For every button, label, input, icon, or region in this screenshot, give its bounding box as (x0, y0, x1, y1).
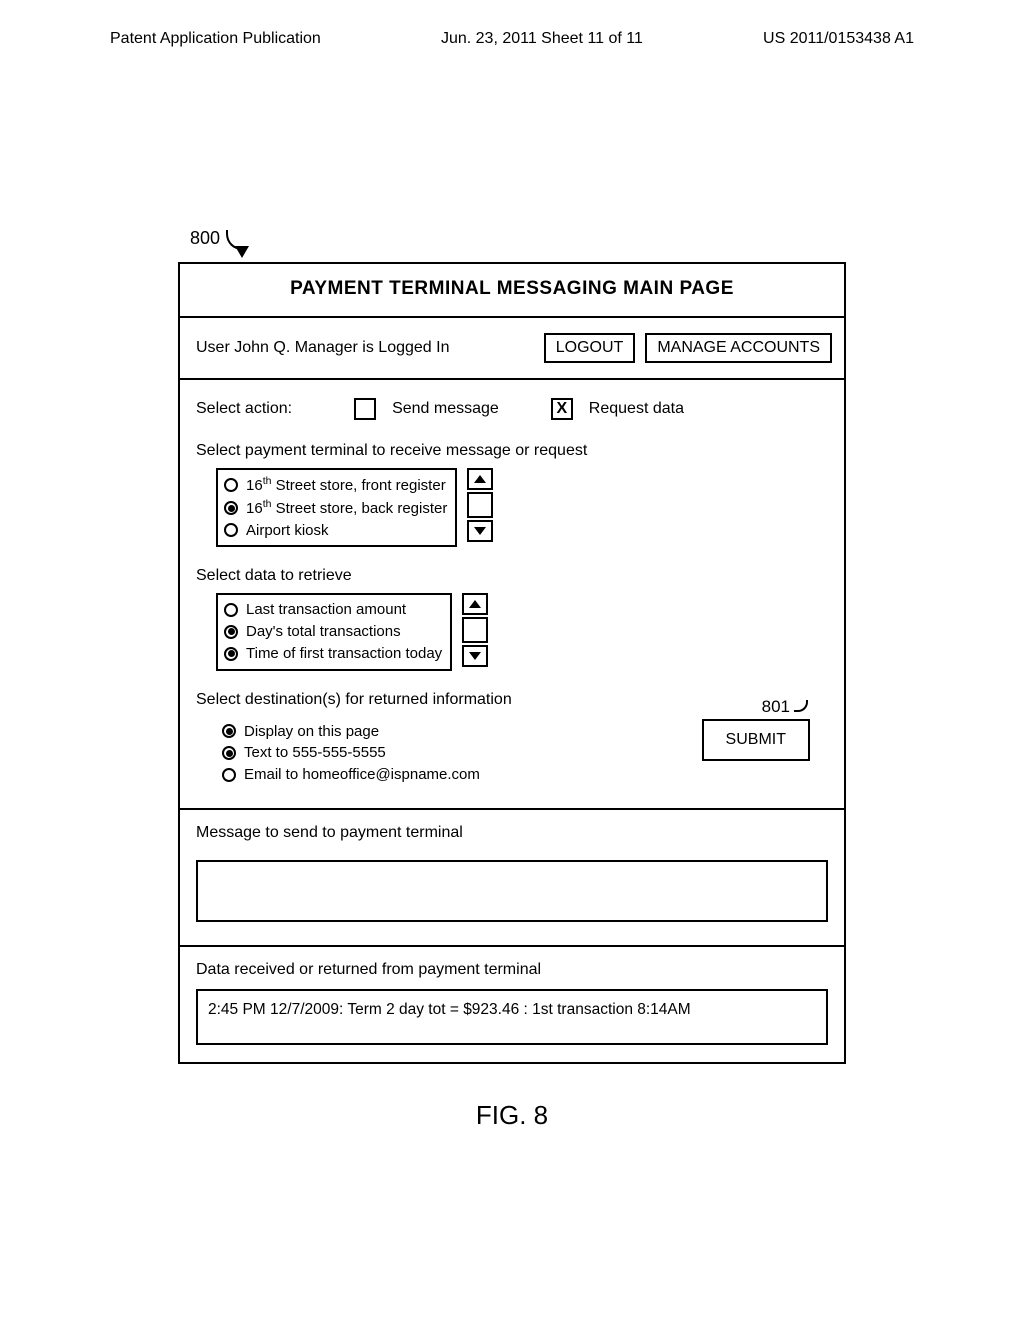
terminal-scrollbar[interactable] (467, 468, 493, 542)
destination-list[interactable]: Display on this page Text to 555-555-555… (216, 717, 488, 790)
list-item[interactable]: Text to 555-555-5555 (222, 742, 480, 764)
request-data-label: Request data (589, 400, 684, 418)
ref-arrow-icon (220, 228, 250, 262)
figure-ref-800: 800 (190, 228, 250, 262)
logout-button[interactable]: LOGOUT (544, 333, 636, 363)
scroll-track[interactable] (462, 617, 488, 643)
header-right: US 2011/0153438 A1 (763, 30, 914, 48)
scroll-up-icon[interactable] (467, 468, 493, 490)
ref-hook-icon (792, 700, 810, 714)
select-action-label: Select action: (196, 400, 292, 418)
radio-icon (224, 603, 238, 617)
request-data-checkbox[interactable]: X (551, 398, 573, 420)
list-item[interactable]: 16th Street store, back register (224, 497, 447, 520)
radio-icon (224, 625, 238, 639)
received-data-box: 2:45 PM 12/7/2009: Term 2 day tot = $923… (196, 989, 828, 1045)
destination-item-1: Text to 555-555-5555 (244, 742, 386, 764)
retrieve-block: Select data to retrieve Last transaction… (196, 567, 828, 670)
retrieve-item-0: Last transaction amount (246, 599, 406, 621)
retrieve-item-1: Day's total transactions (246, 621, 401, 643)
terminal-label: Select payment terminal to receive messa… (196, 442, 828, 460)
panel-title: PAYMENT TERMINAL MESSAGING MAIN PAGE (180, 264, 844, 318)
retrieve-scrollbar[interactable] (462, 593, 488, 667)
selection-section: Select action: Send message X Request da… (180, 380, 844, 810)
radio-icon (222, 768, 236, 782)
manage-accounts-button[interactable]: MANAGE ACCOUNTS (645, 333, 832, 363)
scroll-up-icon[interactable] (462, 593, 488, 615)
message-section: Message to send to payment terminal (180, 810, 844, 947)
radio-icon (222, 746, 236, 760)
scroll-down-icon[interactable] (462, 645, 488, 667)
main-panel: PAYMENT TERMINAL MESSAGING MAIN PAGE Use… (178, 262, 846, 1064)
ref-800-label: 800 (190, 228, 220, 249)
terminal-item-2: Airport kiosk (246, 520, 329, 542)
terminal-list[interactable]: 16th Street store, front register 16th S… (216, 468, 457, 547)
radio-icon (224, 647, 238, 661)
figure-ref-801: 801 (702, 697, 810, 717)
terminal-item-0: 16th Street store, front register (246, 474, 446, 497)
send-message-checkbox[interactable] (354, 398, 376, 420)
figure-caption: FIG. 8 (0, 1100, 1024, 1131)
list-item[interactable]: Day's total transactions (224, 621, 442, 643)
destination-item-2: Email to homeoffice@ispname.com (244, 764, 480, 786)
radio-icon (222, 724, 236, 738)
retrieve-item-2: Time of first transaction today (246, 643, 442, 665)
submit-button[interactable]: SUBMIT (702, 719, 810, 761)
destination-block: Select destination(s) for returned infor… (196, 691, 828, 790)
page-header: Patent Application Publication Jun. 23, … (0, 0, 1024, 56)
list-item[interactable]: Display on this page (222, 721, 480, 743)
radio-icon (224, 523, 238, 537)
select-action-row: Select action: Send message X Request da… (196, 398, 828, 420)
retrieve-list[interactable]: Last transaction amount Day's total tran… (216, 593, 452, 670)
message-label: Message to send to payment terminal (196, 824, 828, 842)
list-item[interactable]: 16th Street store, front register (224, 474, 447, 497)
user-row: User John Q. Manager is Logged In LOGOUT… (180, 318, 844, 380)
list-item[interactable]: Email to homeoffice@ispname.com (222, 764, 480, 786)
list-item[interactable]: Airport kiosk (224, 520, 447, 542)
destination-item-0: Display on this page (244, 721, 379, 743)
list-item[interactable]: Time of first transaction today (224, 643, 442, 665)
scroll-down-icon[interactable] (467, 520, 493, 542)
logged-in-text: User John Q. Manager is Logged In (196, 339, 449, 357)
scroll-track[interactable] (467, 492, 493, 518)
terminal-item-1: 16th Street store, back register (246, 497, 447, 520)
radio-icon (224, 478, 238, 492)
header-left: Patent Application Publication (110, 30, 321, 48)
header-center: Jun. 23, 2011 Sheet 11 of 11 (441, 30, 643, 48)
terminal-block: Select payment terminal to receive messa… (196, 442, 828, 547)
received-label: Data received or returned from payment t… (196, 961, 828, 979)
send-message-label: Send message (392, 400, 499, 418)
radio-icon (224, 501, 238, 515)
message-input[interactable] (196, 860, 828, 922)
retrieve-label: Select data to retrieve (196, 567, 828, 585)
list-item[interactable]: Last transaction amount (224, 599, 442, 621)
received-section: Data received or returned from payment t… (180, 947, 844, 1061)
